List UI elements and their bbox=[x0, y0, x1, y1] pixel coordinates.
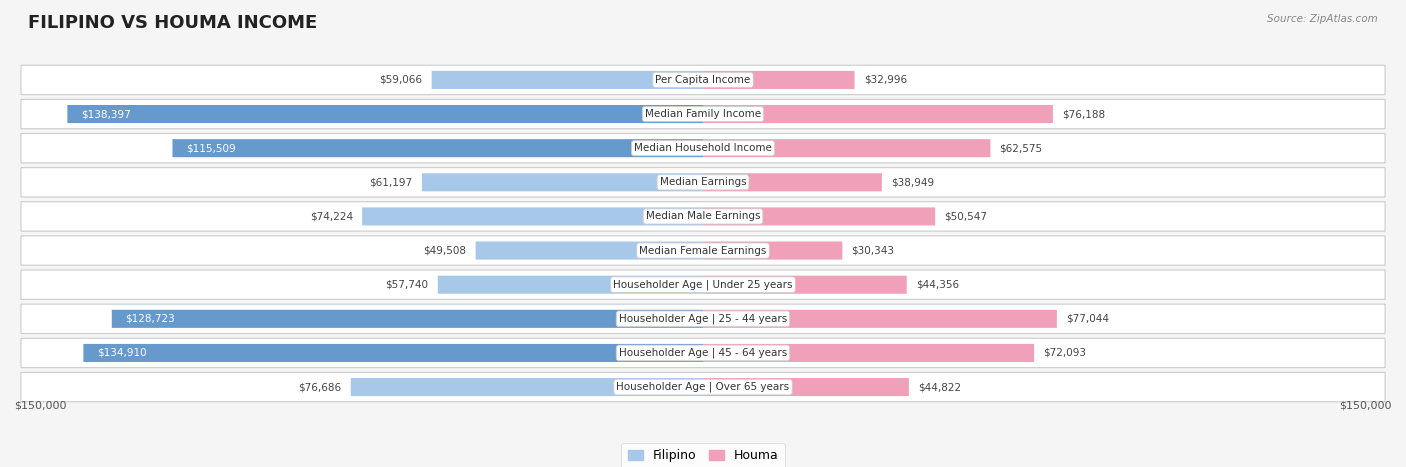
FancyBboxPatch shape bbox=[703, 241, 842, 260]
Text: $76,188: $76,188 bbox=[1062, 109, 1105, 119]
Text: $74,224: $74,224 bbox=[309, 212, 353, 221]
FancyBboxPatch shape bbox=[21, 134, 1385, 163]
Text: $30,343: $30,343 bbox=[852, 246, 894, 255]
FancyBboxPatch shape bbox=[703, 378, 908, 396]
Text: $57,740: $57,740 bbox=[385, 280, 429, 290]
Text: Householder Age | 45 - 64 years: Householder Age | 45 - 64 years bbox=[619, 348, 787, 358]
FancyBboxPatch shape bbox=[475, 241, 703, 260]
FancyBboxPatch shape bbox=[432, 71, 703, 89]
Text: Householder Age | Under 25 years: Householder Age | Under 25 years bbox=[613, 279, 793, 290]
Text: $76,686: $76,686 bbox=[298, 382, 342, 392]
Text: $61,197: $61,197 bbox=[370, 177, 413, 187]
Text: $59,066: $59,066 bbox=[380, 75, 423, 85]
Text: Median Household Income: Median Household Income bbox=[634, 143, 772, 153]
Text: Median Earnings: Median Earnings bbox=[659, 177, 747, 187]
Text: FILIPINO VS HOUMA INCOME: FILIPINO VS HOUMA INCOME bbox=[28, 14, 318, 32]
Text: Source: ZipAtlas.com: Source: ZipAtlas.com bbox=[1267, 14, 1378, 24]
FancyBboxPatch shape bbox=[422, 173, 703, 191]
FancyBboxPatch shape bbox=[350, 378, 703, 396]
FancyBboxPatch shape bbox=[703, 71, 855, 89]
FancyBboxPatch shape bbox=[703, 105, 1053, 123]
FancyBboxPatch shape bbox=[21, 202, 1385, 231]
FancyBboxPatch shape bbox=[21, 270, 1385, 299]
Text: Median Family Income: Median Family Income bbox=[645, 109, 761, 119]
FancyBboxPatch shape bbox=[21, 372, 1385, 402]
Text: $138,397: $138,397 bbox=[82, 109, 131, 119]
FancyBboxPatch shape bbox=[21, 99, 1385, 129]
FancyBboxPatch shape bbox=[21, 236, 1385, 265]
FancyBboxPatch shape bbox=[703, 173, 882, 191]
Text: $44,822: $44,822 bbox=[918, 382, 962, 392]
Text: $150,000: $150,000 bbox=[1340, 401, 1392, 411]
Text: $72,093: $72,093 bbox=[1043, 348, 1087, 358]
FancyBboxPatch shape bbox=[112, 310, 703, 328]
Text: Median Male Earnings: Median Male Earnings bbox=[645, 212, 761, 221]
FancyBboxPatch shape bbox=[703, 207, 935, 226]
FancyBboxPatch shape bbox=[173, 139, 703, 157]
FancyBboxPatch shape bbox=[21, 168, 1385, 197]
Legend: Filipino, Houma: Filipino, Houma bbox=[621, 443, 785, 467]
Text: $49,508: $49,508 bbox=[423, 246, 467, 255]
FancyBboxPatch shape bbox=[67, 105, 703, 123]
FancyBboxPatch shape bbox=[703, 310, 1057, 328]
Text: Per Capita Income: Per Capita Income bbox=[655, 75, 751, 85]
Text: $115,509: $115,509 bbox=[186, 143, 236, 153]
Text: $50,547: $50,547 bbox=[945, 212, 987, 221]
FancyBboxPatch shape bbox=[363, 207, 703, 226]
Text: $32,996: $32,996 bbox=[863, 75, 907, 85]
FancyBboxPatch shape bbox=[21, 65, 1385, 95]
Text: Householder Age | 25 - 44 years: Householder Age | 25 - 44 years bbox=[619, 313, 787, 324]
Text: Median Female Earnings: Median Female Earnings bbox=[640, 246, 766, 255]
FancyBboxPatch shape bbox=[83, 344, 703, 362]
Text: $134,910: $134,910 bbox=[97, 348, 146, 358]
FancyBboxPatch shape bbox=[21, 304, 1385, 333]
Text: Householder Age | Over 65 years: Householder Age | Over 65 years bbox=[616, 382, 790, 392]
FancyBboxPatch shape bbox=[703, 139, 990, 157]
FancyBboxPatch shape bbox=[437, 276, 703, 294]
FancyBboxPatch shape bbox=[703, 344, 1035, 362]
Text: $62,575: $62,575 bbox=[1000, 143, 1043, 153]
Text: $150,000: $150,000 bbox=[14, 401, 66, 411]
Text: $44,356: $44,356 bbox=[915, 280, 959, 290]
Text: $38,949: $38,949 bbox=[891, 177, 934, 187]
FancyBboxPatch shape bbox=[21, 338, 1385, 368]
Text: $128,723: $128,723 bbox=[125, 314, 176, 324]
Text: $77,044: $77,044 bbox=[1066, 314, 1109, 324]
FancyBboxPatch shape bbox=[703, 276, 907, 294]
